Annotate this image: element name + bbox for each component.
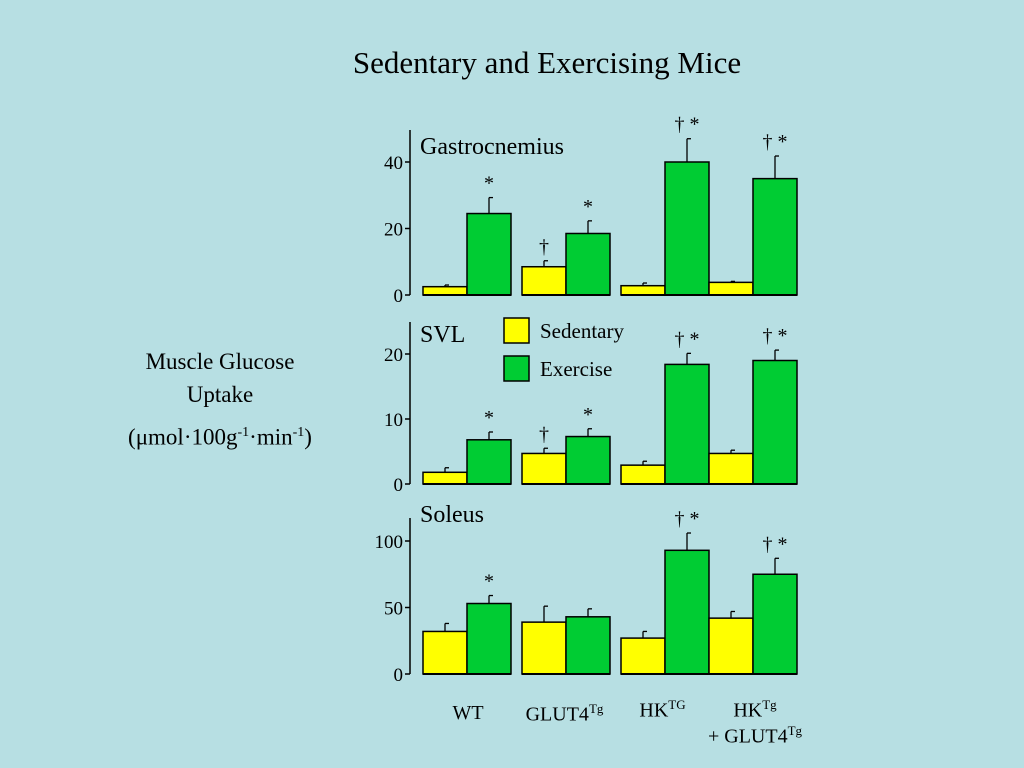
y-tick-label-2-1: 50 bbox=[384, 599, 403, 620]
x-label-glut4: GLUT4Tg bbox=[525, 701, 604, 726]
bar-2-1-0 bbox=[521, 621, 567, 675]
significance-mark-1-1-1: * bbox=[583, 404, 593, 426]
significance-mark-0-0-1: * bbox=[484, 173, 494, 195]
bar-2-3-1 bbox=[752, 573, 798, 675]
significance-mark-0-1-1: * bbox=[583, 196, 593, 218]
x-label-wt: WT bbox=[452, 702, 484, 724]
y-axis-label-line1: Muscle Glucose bbox=[145, 349, 295, 374]
legend-swatch-0 bbox=[503, 317, 530, 344]
bar-1-1-0 bbox=[521, 452, 567, 485]
bar-2-2-1 bbox=[664, 549, 710, 675]
x-label-hk: HKTG bbox=[639, 697, 686, 722]
bar-1-0-1 bbox=[466, 439, 512, 485]
significance-mark-0-1-0: † bbox=[539, 236, 549, 258]
y-tick-label-1-2: 20 bbox=[384, 345, 403, 366]
bar-0-2-0 bbox=[620, 284, 666, 296]
y-tick-label-2-0: 0 bbox=[394, 665, 404, 686]
significance-mark-1-3-1: † * bbox=[763, 325, 788, 347]
y-tick-label-1-1: 10 bbox=[384, 410, 403, 431]
legend-label-0: Sedentary bbox=[540, 319, 624, 343]
significance-mark-2-3-1: † * bbox=[763, 533, 788, 555]
legend-label-1: Exercise bbox=[540, 357, 612, 381]
bar-1-2-1 bbox=[664, 363, 710, 485]
bar-0-1-0 bbox=[521, 265, 567, 296]
bar-1-3-1 bbox=[752, 359, 798, 485]
bar-0-2-1 bbox=[664, 161, 710, 296]
y-axis-label: Muscle Glucose Uptake (μmol·100g-1·min-1… bbox=[95, 345, 345, 454]
y-tick-label-0-2: 40 bbox=[384, 153, 403, 174]
significance-mark-2-2-1: † * bbox=[675, 508, 700, 530]
bar-1-1-1 bbox=[565, 435, 611, 485]
bar-0-0-1 bbox=[466, 212, 512, 296]
y-tick-label-0-0: 0 bbox=[394, 286, 404, 307]
significance-mark-1-0-1: * bbox=[484, 407, 494, 429]
bar-2-0-0 bbox=[422, 630, 468, 675]
significance-mark-1-1-0: † bbox=[539, 423, 549, 445]
significance-mark-1-2-1: † * bbox=[675, 328, 700, 350]
panel-label-2: Soleus bbox=[420, 502, 484, 528]
panel-label-1: SVL bbox=[420, 322, 465, 348]
bar-2-2-0 bbox=[620, 637, 666, 675]
y-tick-label-1-0: 0 bbox=[394, 475, 404, 496]
y-axis-label-line2: Uptake bbox=[186, 382, 254, 407]
significance-mark-0-3-1: † * bbox=[763, 131, 788, 153]
bar-0-3-1 bbox=[752, 177, 798, 296]
bar-1-2-0 bbox=[620, 464, 666, 485]
bar-2-1-1 bbox=[565, 616, 611, 675]
bar-1-3-0 bbox=[708, 452, 754, 485]
significance-mark-0-2-1: † * bbox=[675, 114, 700, 136]
y-axis-label-units: (μmol·100g-1·min-1) bbox=[128, 424, 312, 450]
bar-0-3-0 bbox=[708, 281, 754, 296]
bar-2-0-1 bbox=[466, 602, 512, 675]
bar-2-3-0 bbox=[708, 617, 754, 675]
bar-1-0-0 bbox=[422, 471, 468, 485]
bar-0-0-0 bbox=[422, 285, 468, 296]
bar-0-1-1 bbox=[565, 232, 611, 296]
legend-swatch-1 bbox=[503, 355, 530, 382]
x-label-hk-glut4: HKTg + GLUT4Tg bbox=[707, 697, 803, 748]
significance-mark-2-0-1: * bbox=[484, 571, 494, 593]
chart-title: Sedentary and Exercising Mice bbox=[352, 45, 742, 80]
y-tick-label-2-2: 100 bbox=[375, 532, 404, 553]
y-tick-label-0-1: 20 bbox=[384, 220, 403, 241]
panel-label-0: Gastrocnemius bbox=[420, 134, 564, 160]
